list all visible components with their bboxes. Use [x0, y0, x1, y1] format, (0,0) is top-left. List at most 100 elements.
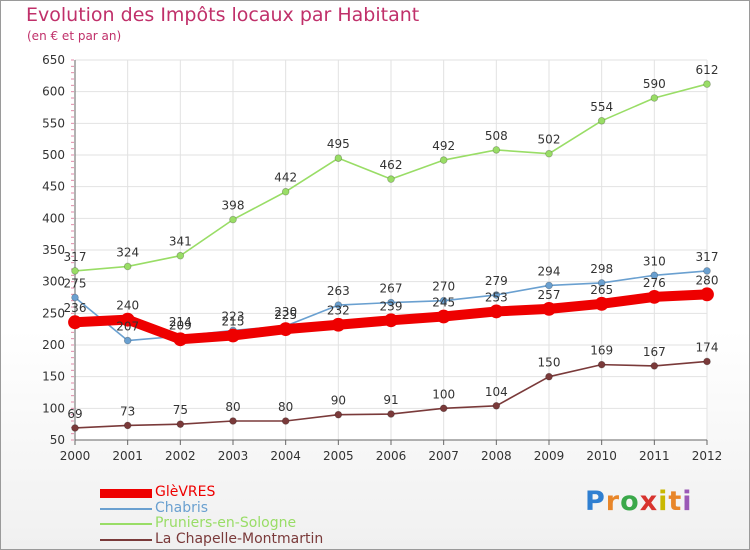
data-point — [650, 94, 659, 102]
data-point — [71, 293, 79, 302]
y-tick-label: 250 — [42, 306, 65, 320]
data-label: 298 — [590, 262, 613, 276]
x-tick-label: 2002 — [165, 449, 196, 463]
x-tick-label: 2008 — [481, 449, 512, 463]
brand-letter: r — [605, 486, 621, 517]
data-point — [650, 271, 659, 280]
data-point — [492, 401, 501, 410]
data-label: 167 — [643, 345, 666, 359]
data-label: 280 — [696, 273, 719, 287]
y-tick-label: 100 — [42, 401, 65, 415]
data-point — [387, 298, 395, 307]
legend-swatch — [100, 507, 152, 510]
data-point — [281, 417, 290, 425]
data-point — [597, 117, 606, 125]
brand-letter: i — [658, 486, 669, 517]
data-point — [439, 404, 448, 413]
data-label: 442 — [274, 171, 297, 185]
y-tick-label: 600 — [42, 85, 65, 99]
proxiti-logo: Proxiti — [585, 486, 693, 517]
data-label: 90 — [331, 394, 346, 408]
brand-letter: i — [682, 486, 693, 517]
data-point — [439, 156, 448, 164]
data-label: 80 — [278, 400, 293, 414]
y-tick-label: 400 — [42, 211, 65, 225]
data-point — [387, 410, 395, 418]
x-tick-label: 2010 — [586, 449, 617, 463]
y-tick-label: 200 — [42, 338, 65, 352]
data-label: 317 — [696, 250, 719, 264]
y-tick-label: 550 — [42, 116, 65, 130]
data-label: 508 — [485, 129, 508, 143]
data-point — [334, 410, 343, 419]
data-point — [492, 291, 501, 299]
y-tick-label: 50 — [50, 433, 65, 447]
legend-item: Chabris — [100, 499, 420, 517]
data-label: 91 — [383, 393, 398, 407]
data-point — [703, 267, 711, 275]
legend-swatch — [100, 523, 152, 525]
data-label: 214 — [169, 315, 192, 329]
data-point — [545, 281, 553, 290]
data-label: 73 — [120, 404, 135, 418]
data-label: 253 — [485, 290, 508, 304]
legend-swatch — [100, 538, 152, 541]
legend-item: Pruniers-en-Sologne — [100, 515, 420, 532]
data-point — [123, 421, 132, 430]
data-point — [173, 332, 188, 347]
data-label: 232 — [327, 304, 350, 318]
data-point — [68, 315, 82, 330]
y-tick-label: 450 — [42, 180, 65, 194]
data-point — [489, 304, 504, 319]
data-point — [436, 309, 451, 324]
data-label: 462 — [380, 158, 403, 172]
data-label: 245 — [432, 296, 455, 310]
series-gl-vres — [68, 287, 714, 347]
data-label: 239 — [380, 299, 403, 313]
data-point — [334, 154, 343, 162]
y-tick-label: 300 — [42, 275, 65, 289]
data-label: 279 — [485, 274, 508, 288]
data-point — [703, 80, 711, 88]
y-tick-label: 500 — [42, 148, 65, 162]
data-label: 174 — [696, 340, 719, 354]
data-label: 270 — [432, 280, 455, 294]
data-point — [331, 317, 346, 332]
x-tick-label: 2005 — [323, 449, 354, 463]
data-label: 317 — [64, 250, 87, 264]
data-label: 310 — [643, 254, 666, 268]
data-point — [597, 360, 606, 369]
data-point — [281, 187, 290, 196]
legend-label: La Chapelle-Montmartin — [155, 530, 324, 547]
data-point — [439, 296, 448, 305]
data-point — [123, 336, 132, 345]
data-label: 225 — [274, 308, 297, 322]
legend-label: Chabris — [155, 499, 209, 516]
legend: GlèVRES Chabris Pruniers-en-Sologne La Chap… — [100, 484, 420, 547]
data-label: 612 — [696, 63, 719, 77]
data-label: 267 — [380, 282, 403, 296]
data-point — [545, 372, 553, 381]
data-label: 324 — [116, 245, 139, 259]
y-tick-label: 650 — [42, 53, 65, 67]
data-point — [71, 424, 79, 432]
data-label: 169 — [590, 344, 613, 358]
x-tick-label: 2001 — [112, 449, 143, 463]
data-point — [278, 322, 293, 337]
data-label: 240 — [116, 299, 139, 313]
data-point — [226, 328, 240, 343]
data-point — [176, 251, 185, 260]
data-label: 554 — [590, 100, 613, 114]
series-pruniers-en-sologne — [71, 80, 711, 275]
data-point — [542, 301, 556, 316]
data-label: 502 — [538, 133, 561, 147]
chart-title: Evolution des Impôts locaux par Habitant — [26, 4, 420, 26]
data-label: 100 — [432, 387, 455, 401]
data-point — [334, 301, 343, 309]
data-label: 209 — [169, 318, 192, 332]
data-point — [597, 279, 606, 287]
y-tick-label: 350 — [42, 243, 65, 257]
data-label: 150 — [538, 356, 561, 370]
data-point — [176, 420, 185, 428]
data-label: 495 — [327, 137, 350, 151]
